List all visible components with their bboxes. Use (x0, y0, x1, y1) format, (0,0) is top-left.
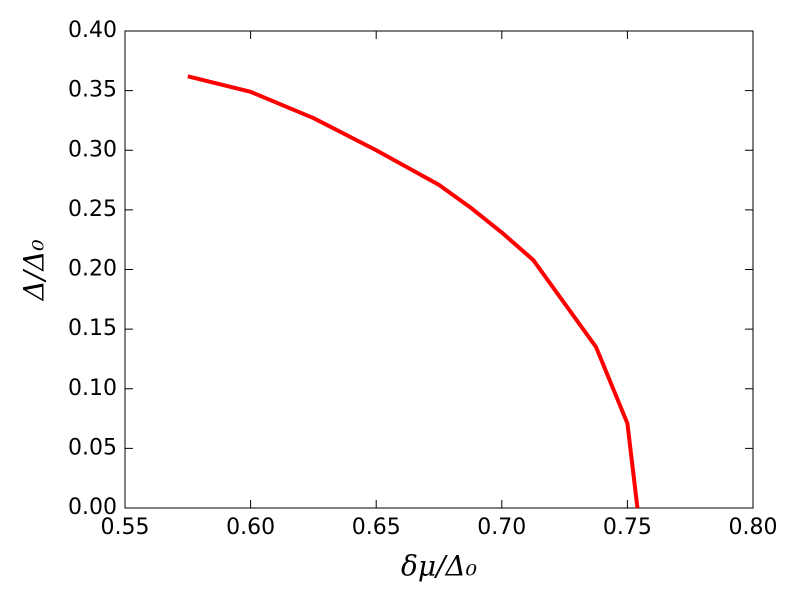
y-tick-label: 0.35 (68, 78, 117, 103)
y-tick-label: 0.15 (68, 316, 117, 341)
data-line (187, 74, 640, 509)
y-axis-label: Δ/Δ₀ (18, 239, 51, 301)
x-tick-label: 0.80 (729, 515, 778, 540)
x-tick-label: 0.70 (477, 515, 526, 540)
y-tick-label: 0.20 (68, 257, 117, 282)
x-tick-label: 0.55 (101, 515, 150, 540)
x-tick-label: 0.65 (352, 515, 401, 540)
y-tick-label: 0.10 (68, 376, 117, 401)
x-axis-label: δμ/Δ₀ (401, 550, 477, 583)
y-tick-label: 0.25 (68, 197, 117, 222)
x-tick-label: 0.75 (603, 515, 652, 540)
y-tick-label: 0.00 (68, 495, 117, 520)
y-tick-label: 0.40 (68, 18, 117, 43)
plot-frame (124, 30, 754, 509)
y-tick-label: 0.05 (68, 435, 117, 460)
x-tick-label: 0.60 (226, 515, 275, 540)
y-tick-label: 0.30 (68, 137, 117, 162)
